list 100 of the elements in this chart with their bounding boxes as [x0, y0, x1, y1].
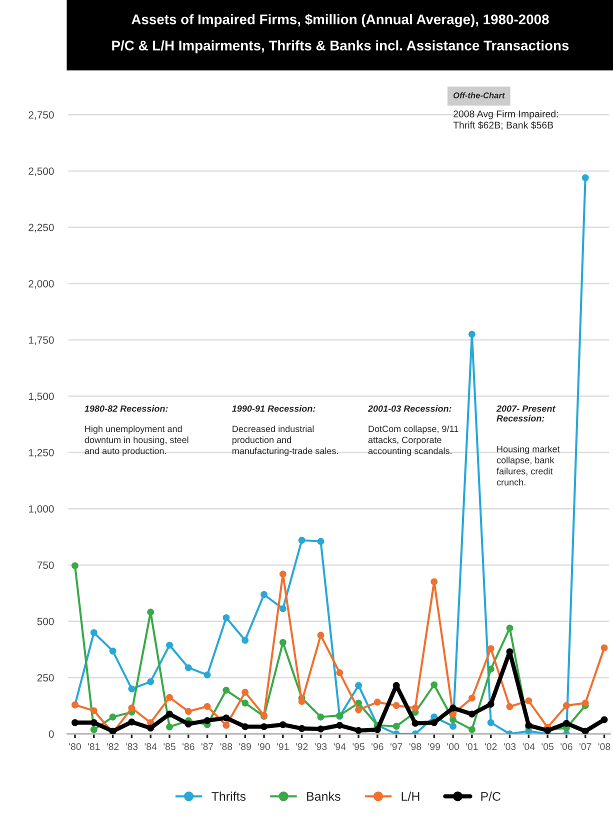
point [279, 639, 286, 646]
point [90, 719, 98, 726]
point [222, 686, 230, 694]
point [374, 726, 381, 734]
point [600, 716, 608, 724]
point [260, 591, 268, 598]
point [72, 562, 78, 570]
x-tick-label: '04 [522, 743, 535, 750]
point [242, 723, 249, 730]
point [90, 726, 98, 734]
point [506, 703, 514, 710]
point [242, 636, 249, 644]
chart-subtitle: P/C & L/H Impairments, Thrifts & Banks incl. Assistance Transactions [112, 40, 569, 54]
point [562, 720, 570, 727]
point [430, 719, 438, 726]
point [430, 578, 438, 586]
x-tick-label: '94 [334, 743, 346, 750]
chart-title: Assets of Impaired Firms, $million (Annual Average), 1980-2008 [132, 14, 549, 28]
x-tick-label: '90 [258, 743, 270, 750]
x-tick-label: '88 [220, 743, 232, 750]
point [298, 536, 306, 544]
text: 2001-03 Recession: DotCom collapse, 9/11 attacks, Corporate accounting scandals. [368, 405, 458, 456]
x-tick-label: '83 [126, 743, 138, 750]
x-tick-label: '97 [390, 743, 402, 750]
point [128, 685, 136, 692]
point [147, 724, 154, 732]
point [506, 624, 514, 632]
point [279, 605, 286, 612]
point [317, 538, 324, 545]
point [487, 700, 494, 708]
point [90, 707, 98, 714]
point [430, 681, 438, 688]
x-tick-label: '89 [239, 743, 251, 750]
point [222, 614, 230, 622]
text: Off-the-Chart 2008 Avg Firm Impaired: Thrift $62B; Bank $56B [453, 92, 558, 130]
legend-label: Thrifts [212, 792, 246, 801]
x-tick-label: '91 [277, 743, 289, 750]
point [204, 671, 211, 678]
point [468, 710, 476, 718]
point [600, 644, 608, 652]
x-tick-label: '01 [466, 743, 478, 750]
point [109, 648, 116, 655]
point [392, 702, 400, 710]
x-tick-label: '98 [409, 743, 422, 750]
point [487, 666, 494, 673]
y-tick-label: 2,750 [28, 111, 54, 120]
y-tick-label: 1,000 [28, 505, 54, 514]
point [204, 717, 211, 724]
text: 1990-91 Recession: Decreased industrial production and manufacturing-trade sales. [232, 405, 338, 456]
x-tick-label: '99 [428, 743, 440, 750]
point [166, 642, 173, 649]
point [355, 682, 362, 689]
point [582, 700, 589, 707]
point [128, 718, 136, 726]
point [166, 723, 173, 730]
x-tick-label: '05 [542, 743, 554, 750]
x-tick-label: '86 [182, 743, 194, 750]
x-tick-label: '07 [580, 743, 592, 750]
x-tick-label: '81 [88, 743, 100, 750]
point [260, 723, 268, 730]
x-tick-label: '87 [201, 743, 214, 750]
y-tick-label: 500 [37, 618, 54, 626]
point [147, 678, 154, 686]
point [317, 632, 324, 639]
point [355, 727, 362, 734]
point [109, 714, 116, 720]
y-tick-label: 1,750 [28, 336, 54, 345]
y-tick-label: 2,000 [28, 280, 54, 289]
point [336, 722, 344, 729]
y-tick-label: 2,250 [28, 224, 54, 232]
point [242, 700, 249, 707]
point [90, 629, 98, 636]
y-tick-label: 250 [37, 674, 54, 682]
point [279, 570, 286, 578]
y-tick-label: 0 [48, 730, 54, 738]
text: 2007- Present Recession: Housing market collapse, bank failures, credit crunch. [496, 405, 560, 486]
point [222, 714, 230, 722]
legend-label: P/C [481, 792, 501, 801]
x-tick-label: '00 [447, 743, 459, 750]
point [374, 698, 381, 706]
point [279, 721, 286, 728]
point [166, 694, 173, 701]
legend-label: L/H [402, 792, 420, 801]
x-tick-label: '93 [314, 743, 327, 750]
x-tick-label: '03 [504, 743, 516, 750]
point [222, 722, 230, 729]
point [525, 697, 532, 704]
x-tick-label: '95 [352, 743, 364, 750]
point [412, 704, 419, 712]
point [450, 722, 457, 730]
legend-label: Banks [307, 792, 340, 801]
point [166, 710, 173, 718]
point [317, 725, 324, 732]
point [562, 702, 570, 710]
point [450, 704, 457, 712]
point [392, 722, 400, 730]
text: 1980-82 Recession: High unemployment and downtum in housing, steel and auto production. [84, 405, 188, 456]
y-tick-label: 1,250 [28, 448, 54, 458]
x-tick-label: '02 [485, 743, 497, 750]
x-tick-label: '08 [598, 743, 610, 750]
